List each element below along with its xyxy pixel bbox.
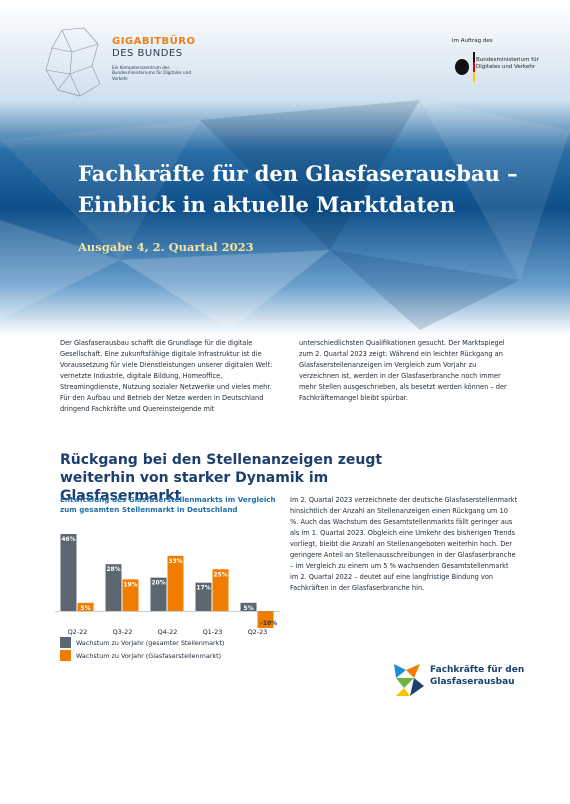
- bar: [122, 579, 139, 612]
- value-label: 17%: [196, 585, 210, 592]
- x-tick-label: Q2-23: [248, 628, 268, 636]
- legend-label: Wachstum zu Vorjahr (Glasfaserstellenmar…: [76, 651, 222, 660]
- intro-text: Der Glasfaserausbau schafft die Grundlag…: [60, 339, 507, 413]
- value-label: 46%: [61, 536, 75, 543]
- legend-entry: Wachstum zu Vorjahr (gesamter Stellenmar…: [60, 636, 224, 649]
- value-label: 5%: [243, 605, 253, 612]
- federal-eagle: [455, 52, 475, 82]
- value-label: 19%: [123, 581, 137, 588]
- bar: [105, 564, 122, 612]
- value-label: 33%: [168, 558, 182, 565]
- bar: [167, 555, 184, 612]
- document-subtitle: Ausgabe 4, 2. Quartal 2023: [78, 240, 254, 254]
- logo-icon: [45, 27, 101, 97]
- legend-entry: Wachstum zu Vorjahr (Glasfaserstellenmar…: [60, 649, 224, 662]
- value-label: 28%: [106, 566, 120, 573]
- commission-text: Im Auftrag des: [452, 38, 493, 44]
- x-tick-label: Q3-22: [113, 628, 133, 636]
- bar: [77, 602, 94, 612]
- section-heading: Rückgang bei den Stellenanzeigen zeugt w…: [60, 452, 383, 504]
- footer-logo-text: Fachkräfte für den Glasfaserausbau: [430, 665, 525, 687]
- chart-title: Entwicklung des Glasfaserstellenmarkts i…: [60, 495, 276, 514]
- value-label: 25%: [213, 571, 227, 578]
- logo-text: DES BUNDES: [112, 48, 183, 59]
- bar: [60, 534, 77, 612]
- legend-label: Wachstum zu Vorjahr (gesamter Stellenmar…: [76, 638, 225, 647]
- chart: 46% 5% 28% 19% 20% 33% 17%25% 5% –10% Q2-22 Q3-22 Q…: [55, 534, 280, 636]
- x-tick-label: Q1-23: [203, 628, 223, 636]
- x-tick-label: Q2-22: [68, 628, 88, 636]
- x-tick-label: Q4-22: [158, 628, 178, 636]
- bar: [240, 602, 257, 612]
- value-label: 5%: [80, 605, 90, 612]
- legend-swatch: [60, 637, 71, 648]
- legend-swatch: [60, 650, 71, 661]
- value-label: 20%: [151, 580, 165, 587]
- header-background: [0, 0, 570, 335]
- legend: Wachstum zu Vorjahr (gesamter Stellenmar…: [60, 636, 224, 662]
- bar: [195, 582, 212, 612]
- section-text: Im 2. Quartal 2023 verzeichnete der deut…: [290, 496, 518, 592]
- bar: [257, 611, 274, 628]
- ministry-name: Bundesministerium für Digitales und Verk…: [476, 57, 539, 70]
- document-title: Fachkräfte für den Glasfaserausbau – Ein…: [78, 161, 518, 217]
- bar: [212, 569, 229, 612]
- logo-subline: Ein Kompetenzzentrum des Bundesministeri…: [112, 65, 192, 81]
- value-label: –10%: [260, 620, 277, 627]
- footer-icon: [394, 664, 424, 696]
- bar: [150, 577, 167, 612]
- logo-text: GIGABITBÜRO: [112, 36, 196, 47]
